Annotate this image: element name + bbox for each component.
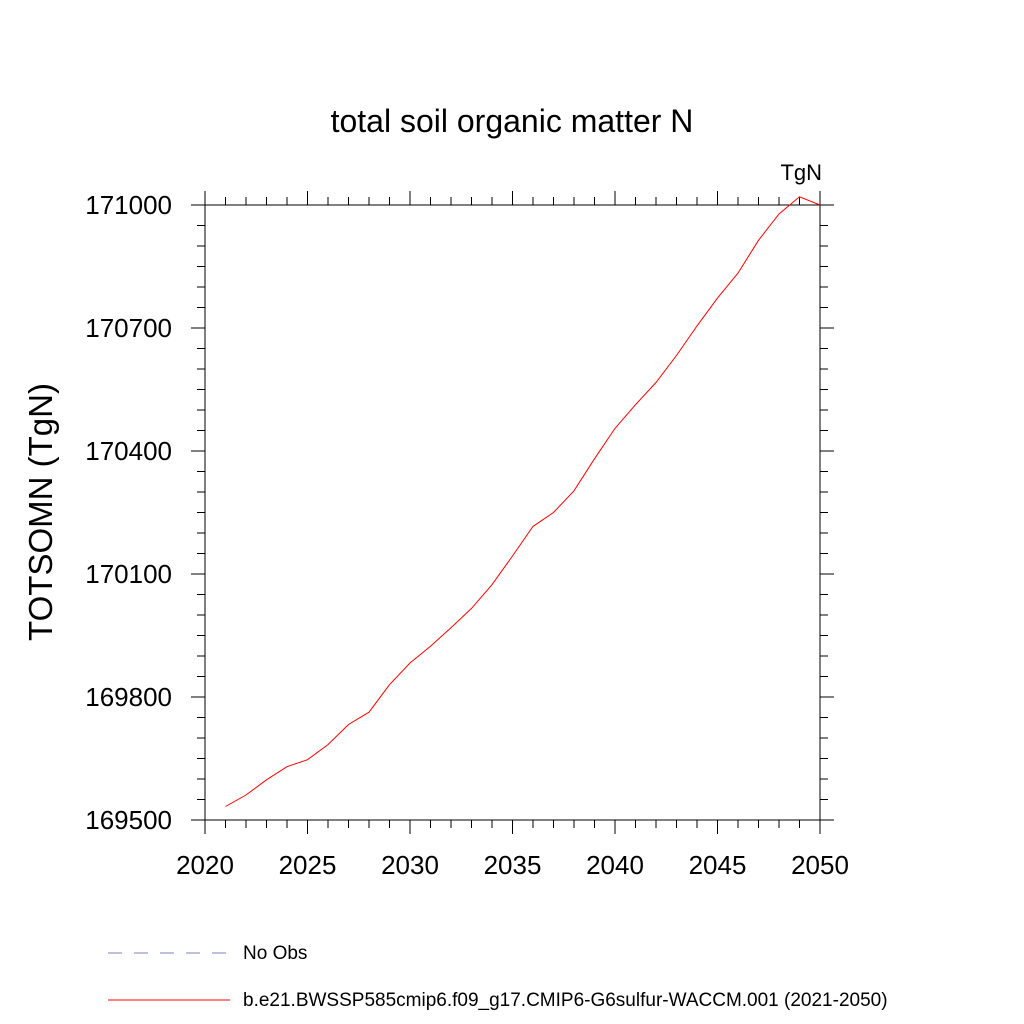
legend-label-no-obs: No Obs (243, 943, 307, 964)
x-tick-label: 2035 (484, 850, 542, 880)
x-tick-label: 2045 (689, 850, 747, 880)
y-tick-label: 169800 (85, 682, 172, 712)
plot-frame (204, 204, 821, 821)
major-ticks (191, 191, 834, 834)
y-tick-labels: 169500 169800 170100 170400 170700 171000 (85, 190, 172, 835)
x-tick-labels: 2020 2025 2030 2035 2040 2045 2050 (176, 850, 849, 880)
plot-area (204, 204, 821, 821)
legend: No Obs b.e21.BWSSP585cmip6.f09_g17.CMIP6… (108, 943, 888, 1011)
series-line (225, 196, 821, 807)
x-tick-label: 2030 (381, 850, 439, 880)
units-label: TgN (780, 160, 822, 185)
series-layer (225, 196, 821, 807)
y-tick-label: 171000 (85, 190, 172, 220)
chart-title: total soil organic matter N (331, 103, 694, 139)
x-tick-label: 2050 (791, 850, 849, 880)
legend-label-model-run: b.e21.BWSSP585cmip6.f09_g17.CMIP6-G6sulf… (243, 990, 888, 1011)
y-tick-label: 170700 (85, 313, 172, 343)
minor-ticks (197, 197, 828, 828)
y-tick-label: 170100 (85, 559, 172, 589)
y-tick-label: 170400 (85, 436, 172, 466)
y-tick-label: 169500 (85, 805, 172, 835)
x-tick-label: 2020 (176, 850, 234, 880)
y-axis-label: TOTSOMN (TgN) (22, 383, 59, 641)
x-tick-label: 2040 (586, 850, 644, 880)
x-tick-label: 2025 (279, 850, 337, 880)
